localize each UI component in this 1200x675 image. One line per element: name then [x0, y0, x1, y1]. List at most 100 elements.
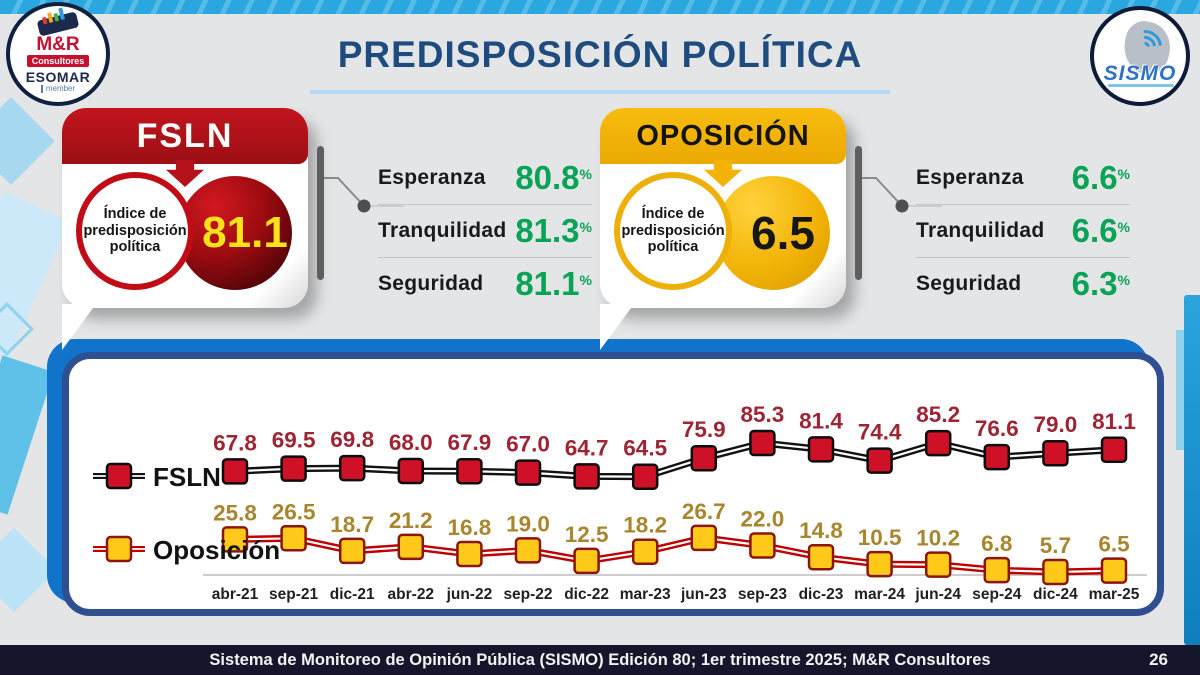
oposicion-index-value-circle: 6.5 — [716, 176, 830, 290]
svg-text:64.7: 64.7 — [565, 435, 609, 460]
svg-text:21.2: 21.2 — [389, 508, 433, 533]
fsln-index-card: FSLN 81.1 Índice de predisposición polít… — [62, 108, 308, 350]
svg-text:Oposición: Oposición — [153, 535, 280, 565]
svg-text:jun-24: jun-24 — [914, 586, 961, 603]
svg-text:abr-21: abr-21 — [212, 586, 259, 603]
phone-chart-icon — [36, 7, 80, 37]
sismo-logo: SISMO — [1090, 6, 1190, 106]
divider — [378, 204, 592, 205]
svg-text:12.5: 12.5 — [565, 522, 609, 547]
svg-text:67.8: 67.8 — [213, 430, 257, 455]
svg-text:81.1: 81.1 — [1092, 409, 1136, 434]
page-title: PREDISPOSICIÓN POLÍTICA — [337, 34, 863, 75]
svg-text:75.9: 75.9 — [682, 417, 726, 442]
sismo-logo-name: SISMO — [1103, 62, 1177, 85]
svg-text:mar-23: mar-23 — [620, 586, 671, 603]
top-stripe-band — [0, 0, 1200, 14]
stat-row: Tranquilidad 81.3% — [378, 205, 592, 257]
svg-text:abr-22: abr-22 — [388, 586, 435, 603]
svg-text:14.8: 14.8 — [799, 518, 843, 543]
svg-text:mar-24: mar-24 — [854, 586, 905, 603]
mr-consultores-logo: M&R Consultores ESOMAR member — [6, 2, 110, 106]
svg-text:76.6: 76.6 — [975, 416, 1019, 441]
svg-text:jun-22: jun-22 — [446, 586, 493, 603]
left-edge-decoration — [0, 527, 57, 613]
trend-chart: abr-21 sep-21 dic-21 abr-22 jun-22 sep-22 dic-… — [93, 402, 1147, 603]
svg-text:81.4: 81.4 — [799, 408, 843, 433]
divider — [378, 257, 592, 258]
page-number: 26 — [1149, 650, 1168, 669]
svg-text:26.7: 26.7 — [682, 499, 726, 524]
svg-text:22.0: 22.0 — [741, 507, 785, 532]
oposicion-stats-list: Esperanza 6.6% Tranquilidad 6.6% Segurid… — [916, 152, 1130, 310]
right-edge-decoration — [1176, 330, 1184, 450]
oposicion-card-title: OPOSICIÓN — [600, 108, 846, 164]
oposicion-index-label-circle: Índice de predisposición política — [614, 172, 732, 290]
fsln-stats-list: Esperanza 80.8% Tranquilidad 81.3% Segur… — [378, 152, 592, 310]
fsln-index-value: 81.1 — [202, 208, 288, 257]
oposicion-index-label: Índice de predisposición política — [621, 205, 725, 256]
stat-unit: % — [579, 272, 592, 288]
svg-text:85.3: 85.3 — [741, 402, 785, 427]
stat-row: Seguridad 81.1% — [378, 258, 592, 310]
svg-text:69.5: 69.5 — [272, 428, 316, 453]
stat-value: 6.6 — [1071, 159, 1118, 196]
svg-text:26.5: 26.5 — [272, 499, 316, 524]
oposicion-index-card: OPOSICIÓN 6.5 Índice de predisposición p… — [600, 108, 846, 350]
svg-text:69.8: 69.8 — [330, 427, 374, 452]
svg-text:68.0: 68.0 — [389, 430, 433, 455]
fsln-connector-bar — [317, 146, 324, 280]
oposicion-index-value: 6.5 — [751, 207, 815, 259]
fsln-index-value-circle: 81.1 — [178, 176, 292, 290]
stat-label: Tranquilidad — [916, 219, 1045, 242]
down-arrow-icon — [166, 160, 204, 187]
stat-label: Seguridad — [378, 272, 484, 295]
svg-text:6.5: 6.5 — [1098, 532, 1129, 557]
stat-label: Seguridad — [916, 272, 1022, 295]
svg-text:sep-23: sep-23 — [738, 586, 787, 603]
esomar-label: ESOMAR — [25, 68, 91, 85]
stat-row: Esperanza 6.6% — [916, 152, 1130, 204]
stat-value: 80.8 — [515, 159, 580, 196]
stat-row: Esperanza 80.8% — [378, 152, 592, 204]
footer-bar: Sistema de Monitoreo de Opinión Pública … — [0, 645, 1200, 675]
svg-text:64.5: 64.5 — [623, 436, 667, 461]
stat-value: 6.3 — [1071, 265, 1118, 302]
svg-text:67.0: 67.0 — [506, 432, 550, 457]
svg-text:sep-24: sep-24 — [972, 586, 1021, 603]
svg-text:19.0: 19.0 — [506, 511, 550, 536]
divider — [916, 257, 1130, 258]
oposicion-connector-bar — [855, 146, 862, 280]
svg-text:6.8: 6.8 — [981, 531, 1012, 556]
svg-text:10.2: 10.2 — [916, 526, 960, 551]
svg-text:mar-25: mar-25 — [1089, 586, 1140, 603]
stat-label: Tranquilidad — [378, 219, 507, 242]
svg-text:79.0: 79.0 — [1034, 412, 1078, 437]
svg-text:5.7: 5.7 — [1040, 533, 1071, 558]
svg-text:FSLN: FSLN — [153, 462, 221, 492]
stat-label: Esperanza — [916, 166, 1024, 189]
stat-unit: % — [1117, 272, 1130, 288]
stat-unit: % — [579, 219, 592, 235]
svg-text:dic-24: dic-24 — [1033, 586, 1078, 603]
stat-unit: % — [1117, 219, 1130, 235]
footer-source-text: Sistema de Monitoreo de Opinión Pública … — [209, 651, 991, 669]
svg-text:sep-22: sep-22 — [503, 586, 552, 603]
svg-text:dic-21: dic-21 — [330, 586, 375, 603]
oposicion-connector-line — [862, 177, 942, 213]
stat-value: 6.6 — [1071, 212, 1118, 249]
svg-text:dic-22: dic-22 — [564, 586, 609, 603]
down-arrow-icon — [704, 160, 742, 187]
left-edge-decoration — [0, 97, 55, 185]
stat-row: Seguridad 6.3% — [916, 258, 1130, 310]
mr-logo-consultores: Consultores — [26, 54, 90, 67]
stat-unit: % — [1117, 166, 1130, 182]
svg-text:18.7: 18.7 — [330, 512, 374, 537]
stat-value: 81.3 — [515, 212, 580, 249]
svg-text:16.8: 16.8 — [448, 515, 492, 540]
fsln-card-title: FSLN — [62, 108, 308, 164]
right-edge-decoration — [1184, 295, 1200, 645]
svg-text:85.2: 85.2 — [916, 402, 960, 427]
svg-text:18.2: 18.2 — [623, 513, 667, 538]
svg-text:dic-23: dic-23 — [799, 586, 844, 603]
